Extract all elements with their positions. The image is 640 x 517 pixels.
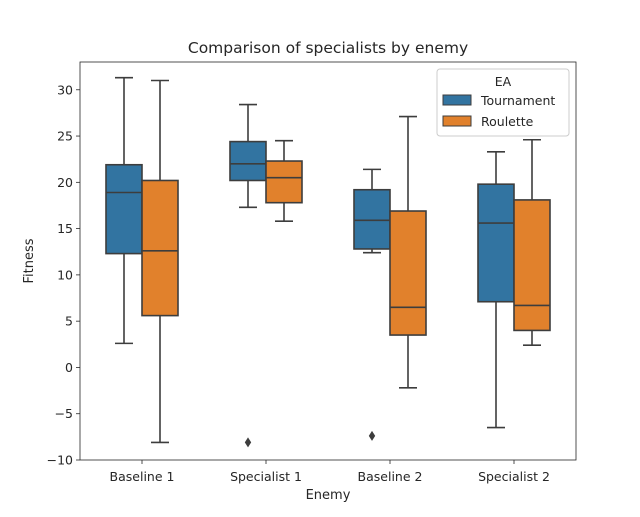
outlier-point: [368, 430, 376, 441]
chart-title: Comparison of specialists by enemy: [188, 39, 468, 57]
iqr-box: [389, 210, 427, 336]
box-tournament-1: [105, 76, 143, 345]
x-axis-label: Enemy: [306, 488, 351, 503]
box-roulette-4: [513, 138, 551, 347]
y-tick-label: 0: [65, 360, 73, 375]
iqr-box: [513, 199, 551, 332]
plot-frame: [79, 61, 577, 461]
legend-swatch-tournament: [442, 94, 472, 106]
iqr-box: [105, 163, 143, 255]
x-axis: Baseline 1 Specialist 1 Baseline 2 Speciali…: [110, 460, 550, 484]
legend-label-tournament: Tournament: [480, 93, 555, 108]
y-tick-label: 10: [57, 267, 73, 282]
iqr-box: [229, 140, 267, 182]
legend-label-roulette: Roulette: [481, 114, 534, 129]
box-roulette-3: [389, 115, 427, 389]
box-roulette-1: [141, 79, 179, 444]
iqr-box: [141, 179, 179, 317]
x-tick-label: Specialist 2: [478, 469, 550, 484]
x-tick-label: Baseline 2: [358, 469, 423, 484]
y-axis-label: Fitness: [22, 238, 37, 283]
y-tick-label: 5: [65, 314, 73, 329]
y-tick-label: 20: [57, 175, 73, 190]
x-tick-label: Specialist 1: [230, 469, 302, 484]
iqr-box: [353, 188, 391, 250]
y-axis: −10 −5 0 5 10 15 20 25 30: [47, 82, 80, 468]
x-tick-label: Baseline 1: [110, 469, 175, 484]
y-tick-label: 30: [57, 82, 73, 97]
box-tournament-4: [477, 150, 515, 429]
legend: EA Tournament Roulette: [436, 68, 570, 137]
box-roulette-2: [265, 139, 303, 222]
y-tick-label: 25: [57, 129, 73, 144]
legend-title: EA: [495, 74, 512, 89]
box-tournament-2: [229, 103, 267, 448]
y-tick-label: −10: [47, 453, 73, 468]
box-tournament-3: [353, 168, 391, 441]
iqr-box: [477, 183, 515, 303]
y-tick-label: 15: [57, 221, 73, 236]
iqr-box: [265, 160, 303, 204]
legend-swatch-roulette: [442, 115, 472, 127]
y-tick-label: −5: [55, 406, 73, 421]
outlier-point: [244, 437, 252, 448]
plot-area: [105, 76, 551, 448]
